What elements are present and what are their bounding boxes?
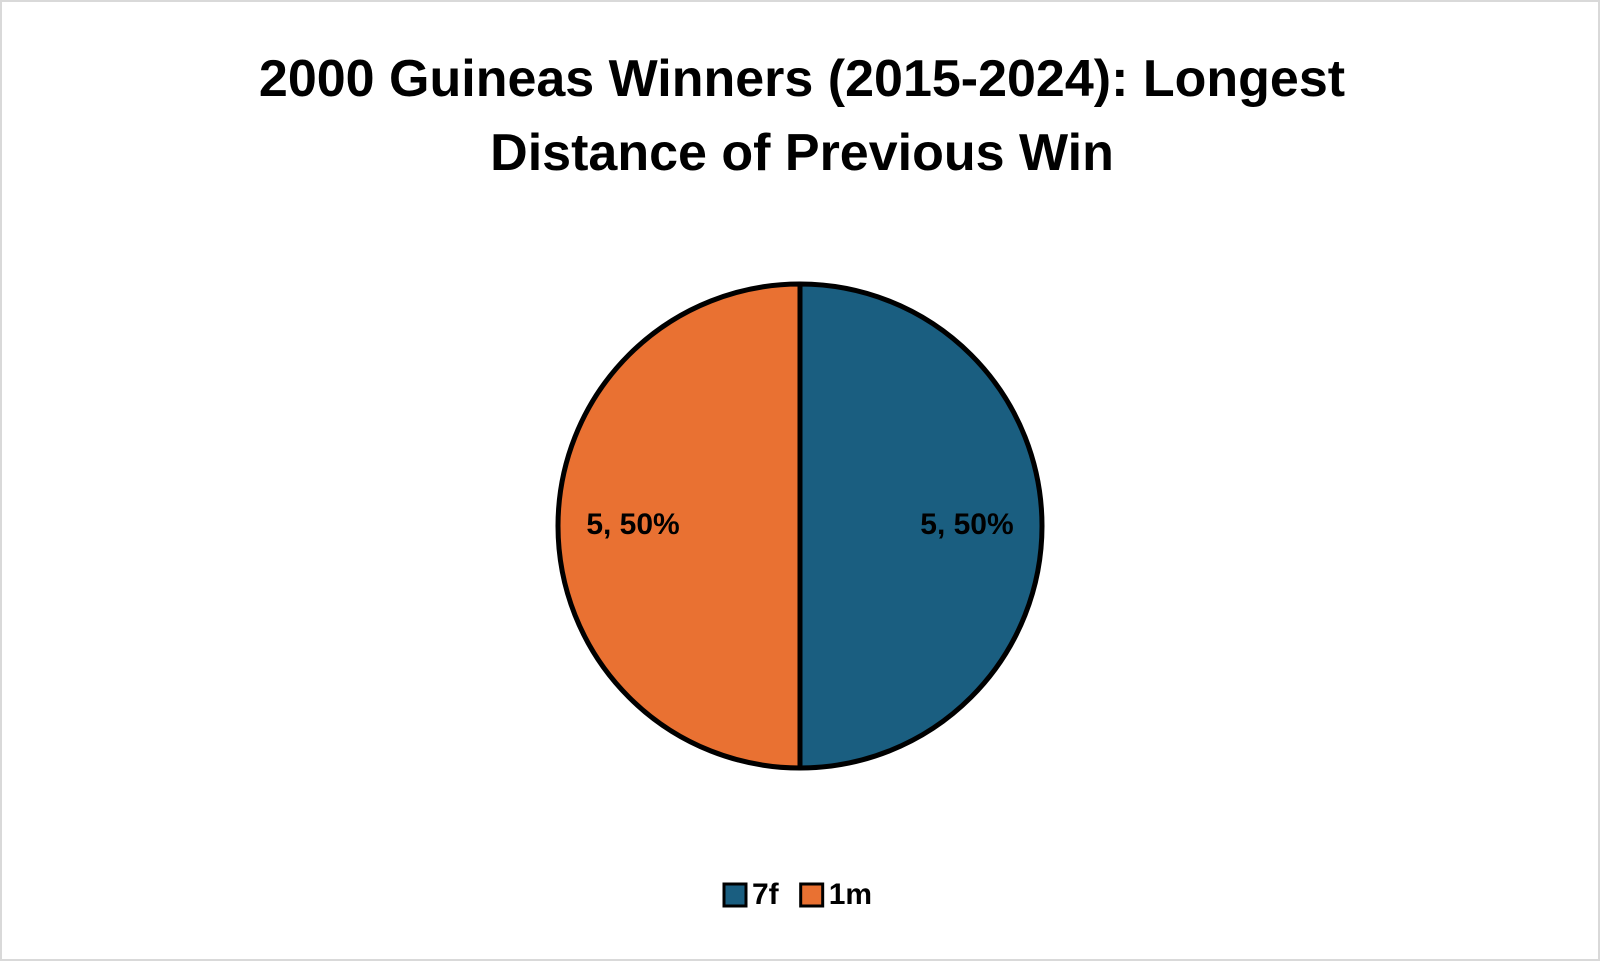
legend-label: 1m	[829, 878, 872, 911]
legend-swatch	[722, 882, 748, 908]
chart-title: 2000 Guineas Winners (2015-2024): Longes…	[258, 50, 1346, 182]
data-label: 5, 50%	[586, 508, 679, 541]
data-label: 5, 50%	[920, 508, 1013, 541]
pie-slice	[555, 281, 803, 771]
legend-swatch	[799, 882, 825, 908]
pie-slice	[797, 281, 1045, 771]
legend-label: 7f	[752, 878, 780, 911]
